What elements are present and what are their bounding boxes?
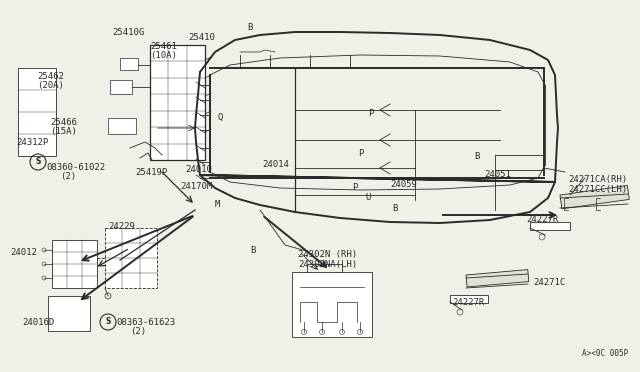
Text: 25410G: 25410G bbox=[112, 28, 144, 37]
Bar bbox=[52, 240, 97, 288]
Text: 25461: 25461 bbox=[150, 42, 177, 51]
Text: 25462: 25462 bbox=[37, 72, 64, 81]
Text: P: P bbox=[368, 109, 373, 118]
Bar bbox=[18, 68, 56, 156]
Text: 24271C: 24271C bbox=[533, 278, 565, 287]
Text: (20A): (20A) bbox=[37, 81, 64, 90]
Text: S: S bbox=[35, 157, 41, 167]
Text: B: B bbox=[474, 152, 479, 161]
Text: P: P bbox=[352, 183, 357, 192]
Text: 25410: 25410 bbox=[188, 33, 215, 42]
Text: 24170M: 24170M bbox=[180, 182, 212, 191]
Text: 24014: 24014 bbox=[262, 160, 289, 169]
Bar bbox=[560, 186, 629, 209]
Text: 24051: 24051 bbox=[484, 170, 511, 179]
Text: 24227R: 24227R bbox=[452, 298, 484, 307]
Text: A><0C 005P: A><0C 005P bbox=[582, 349, 628, 358]
Text: M: M bbox=[215, 200, 220, 209]
Bar bbox=[150, 45, 205, 160]
Text: 24302N (RH): 24302N (RH) bbox=[298, 250, 357, 259]
Text: (2): (2) bbox=[60, 172, 76, 181]
Text: 08363-61623: 08363-61623 bbox=[116, 318, 175, 327]
Bar bbox=[292, 272, 372, 337]
Text: 24016D: 24016D bbox=[22, 318, 54, 327]
Bar bbox=[450, 295, 488, 303]
Text: 24010: 24010 bbox=[185, 165, 212, 174]
Bar bbox=[120, 58, 138, 70]
Text: 24012: 24012 bbox=[10, 248, 37, 257]
Text: B: B bbox=[250, 246, 255, 255]
Bar bbox=[48, 296, 90, 331]
Text: (15A): (15A) bbox=[50, 127, 77, 136]
Bar bbox=[110, 80, 132, 94]
Text: 24229: 24229 bbox=[108, 222, 135, 231]
Text: 25466: 25466 bbox=[50, 118, 77, 127]
Bar bbox=[105, 228, 157, 288]
Text: B: B bbox=[392, 204, 397, 213]
Text: S: S bbox=[106, 317, 111, 327]
Text: (2): (2) bbox=[130, 327, 146, 336]
Text: 24271CA(RH): 24271CA(RH) bbox=[568, 175, 627, 184]
Bar bbox=[530, 222, 570, 230]
Text: 24059: 24059 bbox=[390, 180, 417, 189]
Text: 24312P: 24312P bbox=[16, 138, 48, 147]
Text: U: U bbox=[365, 193, 371, 202]
Text: B: B bbox=[247, 23, 252, 32]
Text: P: P bbox=[358, 149, 364, 158]
Text: 24227R: 24227R bbox=[526, 215, 558, 224]
Text: 25419P: 25419P bbox=[135, 168, 167, 177]
Text: Q: Q bbox=[218, 113, 223, 122]
Text: 24271CC(LH): 24271CC(LH) bbox=[568, 185, 627, 194]
Bar bbox=[108, 118, 136, 134]
Text: 24302NA(LH): 24302NA(LH) bbox=[298, 260, 357, 269]
Text: (10A): (10A) bbox=[150, 51, 177, 60]
Text: 08360-61022: 08360-61022 bbox=[46, 163, 105, 172]
Bar bbox=[466, 270, 529, 287]
